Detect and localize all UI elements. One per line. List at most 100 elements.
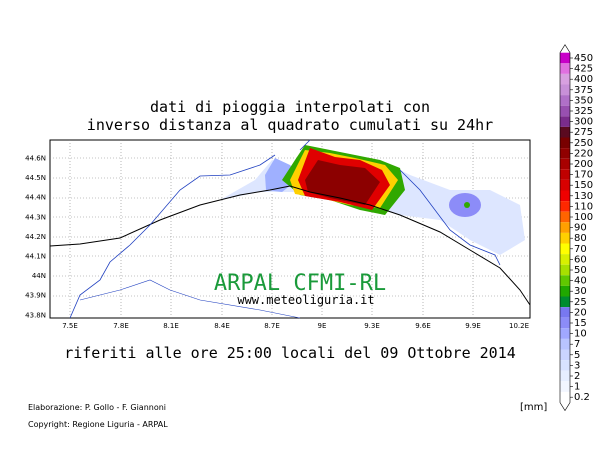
colorbar-label: 15 [574,318,587,329]
lon-label: 7.8E [113,322,129,330]
colorbar-label: 170 [574,170,593,181]
colorbar-label: 450 [574,53,593,64]
colorbar-swatch [560,307,570,318]
subtitle: riferiti alle ore 25:00 locali del 09 Ot… [64,344,516,362]
colorbar-label: 200 [574,159,593,170]
colorbar-swatch [560,232,570,244]
colorbar-label: 425 [574,64,593,75]
colorbar-label: 80 [574,233,587,244]
colorbar-swatch [560,95,570,106]
colorbar-swatch [560,84,570,96]
colorbar-swatch [560,370,570,382]
colorbar-label: 5 [574,350,580,361]
colorbar-swatch [560,222,570,233]
colorbar-swatch [560,317,570,329]
lon-label: 8.4E [214,322,230,330]
colorbar-swatch [560,201,570,212]
credit: Copyright: Regione Liguria - ARPAL [28,420,168,429]
colorbar-swatch [560,211,570,223]
colorbar-label: 25 [574,297,587,308]
lon-label: 9.9E [465,322,481,330]
colorbar-label: 0.2 [574,392,590,403]
colorbar-swatch [560,63,570,74]
colorbar-swatch [560,391,570,403]
colorbar-swatch [560,179,570,191]
colorbar-swatch [560,264,570,276]
colorbar-label: 325 [574,106,593,117]
colorbar-swatch [560,190,570,202]
colorbar-swatch [560,137,570,149]
colorbar-label: 50 [574,265,587,276]
colorbar-label: 400 [574,74,593,85]
region-border [69,139,501,319]
colorbar-swatch [560,243,570,255]
colorbar-label: 130 [574,191,593,202]
colorbar-swatch [560,338,570,350]
colorbar-label: 300 [574,117,593,128]
lat-label: 44.2N [25,233,46,241]
credit: Elaborazione: P. Gollo - F. Giannoni [28,403,166,412]
colorbar-label: 220 [574,148,593,159]
lat-label: 44.5N [25,174,46,182]
colorbar-label: 350 [574,95,593,106]
colorbar-label: 2 [574,371,580,382]
unit: [mm] [520,402,547,413]
colorbar-swatch [560,73,570,85]
map [49,139,531,319]
colorbar-swatch [560,126,570,138]
colorbar-swatch [560,254,570,265]
colorbar-label: 1 [574,382,580,393]
lat-label: 44.6N [25,155,46,163]
title-line: inverso distanza al quadrato cumulati su… [87,116,493,134]
colorbar-label: 100 [574,212,593,223]
colorbar-label: 90 [574,223,587,234]
colorbar-label: 150 [574,180,593,191]
colorbar-swatch [560,285,570,297]
lon-label: 9E [318,322,327,330]
colorbar-swatch [560,381,570,392]
colorbar-label: 3 [574,360,580,371]
lon-label: 7.5E [62,322,78,330]
lon-label: 8.1E [163,322,179,330]
watermark: ARPAL CFMI-RL [214,271,386,296]
lon-label: 9.6E [415,322,431,330]
colorbar-label: 7 [574,339,580,350]
colorbar-label: 30 [574,286,587,297]
colorbar-swatch [560,116,570,127]
colorbar-swatch [560,148,570,159]
colorbar-swatch [560,169,570,180]
lat-label: 44.4N [25,194,46,202]
lat-label: 43.8N [25,311,46,319]
colorbar-label: 10 [574,329,587,340]
colorbar: 4504254003753503253002752502202001701501… [559,44,593,412]
lat-label: 43.9N [25,292,46,300]
colorbar-outline [559,44,571,412]
colorbar-label: 375 [574,85,593,96]
colorbar-swatch [560,105,570,117]
colorbar-swatch [560,328,570,339]
coastline [49,185,531,306]
colorbar-swatch [560,296,570,308]
lon-label: 10.2E [509,322,529,330]
region-border [79,279,301,319]
colorbar-swatch [560,52,570,64]
colorbar-label: 40 [574,276,587,287]
colorbar-label: 110 [574,201,593,212]
colorbar-swatch [560,360,570,371]
colorbar-swatch [560,158,570,170]
colorbar-swatch [560,275,570,286]
lon-label: 8.7E [264,322,280,330]
lon-label: 9.3E [364,322,380,330]
title-line: dati di pioggia interpolati con [150,98,430,116]
lat-label: 44.3N [25,213,46,221]
colorbar-label: 70 [574,244,587,255]
colorbar-label: 275 [574,127,593,138]
website: www.meteoliguria.it [237,293,374,307]
colorbar-swatch [560,349,570,361]
colorbar-label: 20 [574,307,587,318]
lat-label: 44.1N [25,253,46,261]
lat-label: 44N [32,272,46,280]
colorbar-label: 60 [574,254,587,265]
colorbar-label: 250 [574,138,593,149]
